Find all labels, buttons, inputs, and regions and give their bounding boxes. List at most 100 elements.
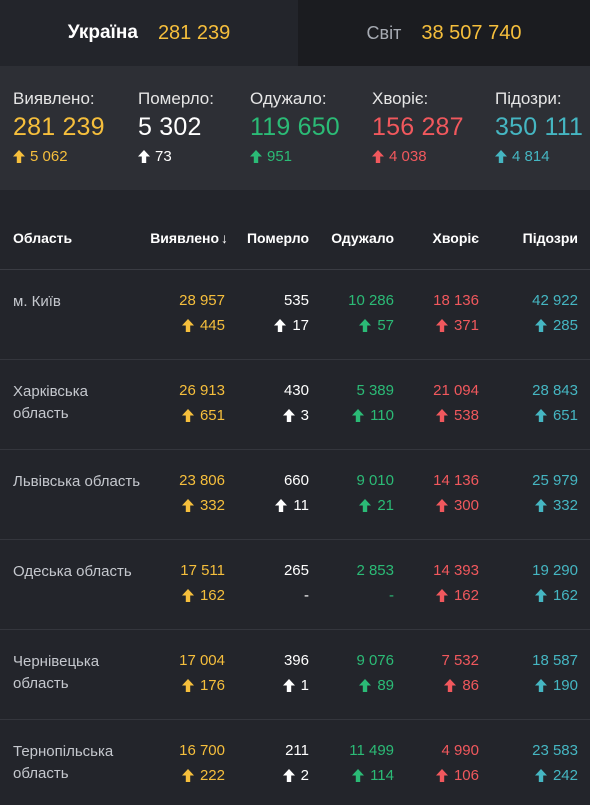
- table-row[interactable]: м. Київ 28 957 445 535 17 10 286 57 18 136 371 42…: [0, 270, 590, 360]
- table-row[interactable]: Одеська область 17 511 162 265 - 2 853 - 14 393…: [0, 540, 590, 630]
- recovered-delta-value: 21: [377, 497, 394, 514]
- summary-deaths: Померло: 5 302 73: [138, 89, 214, 165]
- country-tabs: Україна 281 239 Світ 38 507 740: [0, 0, 590, 66]
- arrow-up-icon: [282, 769, 295, 782]
- arrow-up-icon: [13, 150, 25, 163]
- confirmed-value: 17 004: [179, 652, 225, 669]
- region-name: Львівська область: [13, 473, 141, 490]
- summary-suspected: Підозри: 350 111 4 814: [495, 89, 583, 165]
- summary-deaths-value: 5 302: [138, 113, 202, 141]
- suspected-delta: 651: [534, 407, 578, 424]
- recovered-delta: -: [389, 587, 394, 604]
- recovered-delta-value: 114: [370, 767, 394, 784]
- sick-delta-value: 300: [453, 497, 479, 514]
- deaths-value: 660: [283, 472, 309, 489]
- arrow-up-icon: [181, 319, 194, 332]
- recovered-delta: 57: [359, 317, 394, 334]
- deaths-delta: 11: [275, 497, 309, 514]
- region-name: Тернопільська область: [13, 743, 114, 782]
- sick-delta: 538: [435, 407, 479, 424]
- header-deaths[interactable]: Померло: [246, 230, 309, 246]
- tab-world[interactable]: Світ 38 507 740: [298, 0, 590, 66]
- sick-value: 18 136: [433, 292, 479, 309]
- arrow-up-icon: [534, 679, 547, 692]
- suspected-delta-value: 285: [552, 317, 578, 334]
- confirmed-delta: 651: [181, 407, 225, 424]
- recovered-value: 2 853: [356, 562, 394, 579]
- confirmed-delta-value: 176: [199, 677, 225, 694]
- recovered-delta: 110: [352, 407, 394, 424]
- sort-down-icon: ↓: [221, 230, 228, 246]
- suspected-value: 25 979: [532, 472, 578, 489]
- header-suspected[interactable]: Підозри: [522, 230, 578, 246]
- arrow-up-icon: [534, 589, 547, 602]
- summary-panel: Виявлено: 281 239 5 062 Померло: 5 302 7…: [0, 66, 590, 190]
- deaths-value: 430: [283, 382, 309, 399]
- arrow-up-icon: [275, 499, 288, 512]
- arrow-up-icon: [435, 589, 448, 602]
- sick-value: 7 532: [441, 652, 479, 669]
- deaths-delta-value: 3: [300, 407, 309, 424]
- deaths-delta-value: 1: [300, 677, 309, 694]
- sick-delta: 106: [435, 767, 479, 784]
- sick-value: 21 094: [433, 382, 479, 399]
- recovered-delta: 89: [359, 677, 394, 694]
- header-region[interactable]: Область: [13, 230, 73, 246]
- arrow-up-icon: [435, 499, 448, 512]
- confirmed-value: 17 511: [180, 562, 225, 579]
- tab-ukraine-value: 281 239: [157, 21, 231, 44]
- arrow-up-icon: [274, 319, 287, 332]
- header-sick[interactable]: Хворіє: [432, 230, 479, 246]
- deaths-value: 211: [285, 742, 309, 759]
- tab-world-label: Світ: [366, 22, 402, 43]
- tab-ukraine[interactable]: Україна 281 239: [0, 0, 298, 66]
- suspected-delta: 285: [534, 317, 578, 334]
- suspected-delta-value: 242: [552, 767, 578, 784]
- arrow-up-icon: [534, 769, 547, 782]
- summary-confirmed-value: 281 239: [13, 113, 105, 141]
- summary-confirmed-delta: 5 062: [30, 148, 68, 165]
- arrow-up-icon: [495, 150, 507, 163]
- arrow-up-icon: [181, 499, 194, 512]
- deaths-value: 396: [283, 652, 309, 669]
- confirmed-value: 26 913: [179, 382, 225, 399]
- recovered-delta: 21: [359, 497, 394, 514]
- summary-suspected-label: Підозри:: [495, 89, 562, 108]
- deaths-delta-value: 17: [292, 317, 309, 334]
- deaths-delta-value: 11: [293, 497, 309, 514]
- arrow-up-icon: [435, 409, 448, 422]
- arrow-up-icon: [359, 319, 372, 332]
- region-name: Чернівецька область: [13, 653, 100, 692]
- deaths-delta: 3: [282, 407, 309, 424]
- recovered-delta-value: -: [389, 587, 394, 604]
- header-recovered[interactable]: Одужало: [331, 230, 394, 246]
- summary-recovered-value: 119 650: [250, 113, 340, 141]
- region-name: м. Київ: [13, 293, 61, 310]
- arrow-up-icon: [534, 319, 547, 332]
- table-row[interactable]: Львівська область 23 806 332 660 11 9 010 21 14…: [0, 450, 590, 540]
- arrow-up-icon: [181, 769, 194, 782]
- sick-delta-value: 106: [453, 767, 479, 784]
- suspected-delta: 242: [534, 767, 578, 784]
- summary-confirmed: Виявлено: 281 239 5 062: [13, 89, 105, 165]
- suspected-value: 42 922: [532, 292, 578, 309]
- summary-deaths-label: Померло:: [138, 89, 214, 108]
- suspected-delta-value: 190: [552, 677, 578, 694]
- deaths-delta-value: 2: [300, 767, 309, 784]
- recovered-delta: 114: [352, 767, 394, 784]
- table-row[interactable]: Чернівецька область 17 004 176 396 1 9 076 89 7…: [0, 630, 590, 720]
- confirmed-delta-value: 445: [199, 317, 225, 334]
- arrow-up-icon: [181, 589, 194, 602]
- suspected-delta-value: 332: [552, 497, 578, 514]
- table-row[interactable]: Тернопільська область 16 700 222 211 2 11 499…: [0, 720, 590, 805]
- table-row[interactable]: Харківська область 26 913 651 430 3 5 389 110 2…: [0, 360, 590, 450]
- arrow-up-icon: [444, 679, 457, 692]
- arrow-up-icon: [352, 769, 365, 782]
- deaths-delta: 2: [282, 767, 309, 784]
- header-confirmed[interactable]: Виявлено ↓: [150, 230, 228, 246]
- sick-value: 14 393: [433, 562, 479, 579]
- recovered-value: 9 076: [356, 652, 394, 669]
- summary-sick: Хворіє: 156 287 4 038: [372, 89, 464, 165]
- arrow-up-icon: [250, 150, 262, 163]
- summary-suspected-value: 350 111: [495, 113, 584, 141]
